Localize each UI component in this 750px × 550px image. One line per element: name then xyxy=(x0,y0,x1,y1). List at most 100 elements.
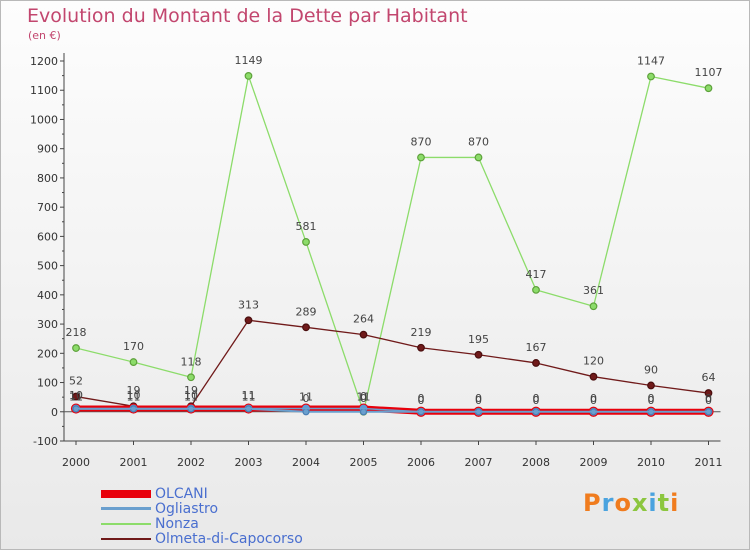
data-label: 19 xyxy=(127,384,141,397)
legend-item: Olmeta-di-Capocorso xyxy=(101,530,303,547)
data-label: 0 xyxy=(648,392,655,405)
data-point xyxy=(532,285,540,294)
y-tick-label: 0 xyxy=(51,406,58,419)
data-point xyxy=(187,373,195,382)
data-point xyxy=(302,408,310,416)
data-point xyxy=(359,408,368,416)
data-label: 218 xyxy=(66,326,87,339)
legend-swatch xyxy=(101,489,151,498)
data-point xyxy=(647,381,655,390)
data-label: 11 xyxy=(242,391,256,404)
y-tick-label: 200 xyxy=(37,347,58,360)
legend-item: Ogliastro xyxy=(101,500,219,517)
data-label: 11 xyxy=(242,389,256,402)
y-tick-label: 1200 xyxy=(30,55,58,68)
data-label: 1147 xyxy=(637,54,665,67)
data-point xyxy=(244,72,253,80)
logo-letter: r xyxy=(601,489,615,517)
data-label: 11 xyxy=(357,391,371,404)
series-line xyxy=(75,319,709,407)
x-tick-label: 2007 xyxy=(465,456,493,469)
legend-swatch xyxy=(101,507,151,510)
data-point xyxy=(589,372,598,381)
chart-axes: -100010020030040050060070080090010001100… xyxy=(30,53,723,469)
data-label: 11 xyxy=(127,391,141,404)
data-label: 118 xyxy=(181,355,202,368)
data-label: 0 xyxy=(533,392,540,405)
data-label: 90 xyxy=(644,363,658,376)
data-label: 11 xyxy=(69,391,83,404)
legend-label: Ogliastro xyxy=(155,500,219,517)
legend-label: Nonza xyxy=(155,515,199,532)
y-tick-label: 600 xyxy=(37,230,58,243)
legend-swatch xyxy=(101,537,151,540)
data-label: 0 xyxy=(705,394,712,407)
logo-letter: P xyxy=(583,489,602,517)
data-point xyxy=(244,316,253,325)
chart-unit-label: (en €) xyxy=(28,29,61,42)
legend-label: Olmeta-di-Capocorso xyxy=(155,530,303,547)
x-tick-label: 2008 xyxy=(522,456,550,469)
data-point xyxy=(72,344,80,352)
logo-letter: t xyxy=(657,489,671,517)
data-label: 0 xyxy=(418,394,425,407)
chart-title: Evolution du Montant de la Dette par Hab… xyxy=(27,5,468,27)
data-label: 10 xyxy=(127,389,141,402)
data-point xyxy=(129,358,138,366)
x-tick-label: 2010 xyxy=(637,456,665,469)
data-point xyxy=(417,343,425,352)
data-label: 10 xyxy=(69,389,83,402)
data-label: 0 xyxy=(360,392,367,405)
series-line xyxy=(75,75,709,413)
y-tick-label: 1100 xyxy=(30,84,58,97)
data-label: 64 xyxy=(702,371,716,384)
data-label: 0 xyxy=(590,392,597,405)
data-point xyxy=(704,389,713,397)
logo-letter: i xyxy=(648,489,658,517)
legend-swatch xyxy=(101,522,151,525)
data-label: 0 xyxy=(360,390,367,403)
series-line-overlay xyxy=(76,407,709,413)
x-tick-label: 2001 xyxy=(120,456,148,469)
data-label: 11 xyxy=(299,391,313,404)
y-tick-label: 500 xyxy=(37,260,58,273)
data-label: 289 xyxy=(296,305,317,318)
y-tick-label: 100 xyxy=(37,377,58,390)
data-label: 417 xyxy=(526,268,547,281)
x-tick-label: 2006 xyxy=(407,456,435,469)
data-label: 0 xyxy=(418,392,425,405)
data-label: 870 xyxy=(411,135,432,148)
x-tick-label: 2004 xyxy=(292,456,320,469)
data-label: 0 xyxy=(533,394,540,407)
legend-item: OLCANI xyxy=(101,485,208,502)
logo-letter: i xyxy=(670,489,680,517)
data-label: 0 xyxy=(705,392,712,405)
data-labels-layer: 11 11 11 11 11 11 0 0 0 0 0 010 10 10 11 0 0 0 0 0 0 0 0218170… xyxy=(66,54,723,407)
data-label: 120 xyxy=(583,355,604,368)
data-point xyxy=(647,72,655,81)
data-label: 264 xyxy=(353,313,374,326)
data-label: 52 xyxy=(69,375,83,388)
logo-letter: o xyxy=(614,489,632,517)
y-tick-label: 800 xyxy=(37,172,58,185)
y-tick-label: 400 xyxy=(37,289,58,302)
data-point xyxy=(302,238,310,246)
data-label: 19 xyxy=(184,384,198,397)
proxiti-logo: Proxiti xyxy=(583,489,679,517)
data-point xyxy=(589,302,598,311)
data-point xyxy=(474,350,483,359)
legend-label: OLCANI xyxy=(155,485,208,502)
x-tick-label: 2011 xyxy=(695,456,723,469)
x-tick-label: 2009 xyxy=(580,456,608,469)
legend-item: Nonza xyxy=(101,515,199,532)
data-label: 0 xyxy=(475,394,482,407)
data-point xyxy=(72,392,80,401)
data-label: 581 xyxy=(296,220,317,233)
data-label: 195 xyxy=(468,333,489,346)
data-label: 0 xyxy=(303,392,310,405)
data-point xyxy=(532,359,540,367)
x-tick-label: 2003 xyxy=(235,456,263,469)
data-point xyxy=(417,153,425,162)
